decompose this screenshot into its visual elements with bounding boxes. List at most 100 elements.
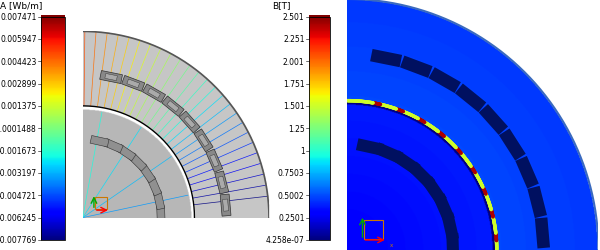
Bar [41,56,65,57]
Bar [41,78,65,80]
Bar [309,156,330,157]
Polygon shape [148,177,161,196]
Bar [41,75,65,76]
Bar [41,145,65,146]
Bar [41,223,65,224]
Bar [41,107,65,108]
Bar [309,119,330,120]
Bar [309,124,330,126]
Bar [41,117,65,118]
Bar [41,120,65,121]
Bar [41,98,65,99]
Bar [41,172,65,173]
Bar [41,130,65,131]
Bar [41,48,65,49]
Bar [309,225,330,226]
Polygon shape [122,76,145,92]
Bar [41,41,65,42]
Bar [309,168,330,169]
Bar [41,88,65,89]
Bar [41,190,65,191]
Bar [41,18,65,240]
Bar [41,45,65,46]
Bar [309,22,330,24]
Bar [309,92,330,94]
Polygon shape [139,164,155,183]
Bar [309,113,330,114]
Bar [41,136,65,137]
Polygon shape [148,89,160,99]
Bar [41,154,65,155]
Bar [309,84,330,86]
Bar [309,228,330,230]
Bar [309,47,330,48]
Bar [309,214,330,215]
Bar [309,117,330,118]
Bar [309,166,330,167]
Bar [41,210,65,211]
Bar [309,20,330,21]
Bar [41,106,65,107]
Bar [41,140,65,141]
Polygon shape [223,199,229,211]
Bar [364,220,383,239]
Text: 1.501: 1.501 [283,102,305,111]
Bar [41,38,65,39]
Polygon shape [535,218,550,248]
Bar [41,188,65,190]
Bar [309,172,330,174]
Text: 2.501: 2.501 [283,13,305,22]
Text: B[T]: B[T] [272,1,290,10]
Bar [309,220,330,221]
Bar [41,121,65,122]
Bar [309,19,330,20]
Bar [41,67,65,68]
Bar [41,36,65,38]
Bar [41,175,65,176]
Bar [41,234,65,235]
Bar [309,200,330,201]
Bar [309,215,330,216]
Bar [41,22,65,24]
Bar [41,114,65,115]
Bar [309,68,330,69]
Bar [309,232,330,233]
Bar [41,197,65,198]
Bar [41,22,65,23]
Bar [309,75,330,76]
Bar [309,17,330,18]
Bar [309,109,330,110]
Bar [41,103,65,104]
Bar [41,124,65,126]
Bar [41,98,65,100]
Bar [309,55,330,56]
Bar [309,39,330,40]
Bar [41,39,65,40]
Bar [309,16,330,18]
Bar [309,217,330,218]
Bar [309,21,330,22]
Bar [41,161,65,162]
Text: 1: 1 [300,146,305,156]
Bar [309,228,330,229]
Bar [309,133,330,134]
Bar [41,183,65,184]
Bar [41,133,65,134]
Bar [309,197,330,198]
Bar [309,108,330,109]
Bar [41,127,65,128]
Bar [41,132,65,133]
Bar [309,87,330,88]
Bar [309,69,330,70]
Bar [309,28,330,30]
Bar [309,236,330,238]
Bar [309,149,330,150]
Bar [309,98,330,100]
Bar [41,69,65,70]
Bar [309,129,330,130]
Bar [41,217,65,218]
Bar [309,112,330,114]
Bar [41,229,65,230]
Bar [309,148,330,149]
Bar [41,208,65,210]
